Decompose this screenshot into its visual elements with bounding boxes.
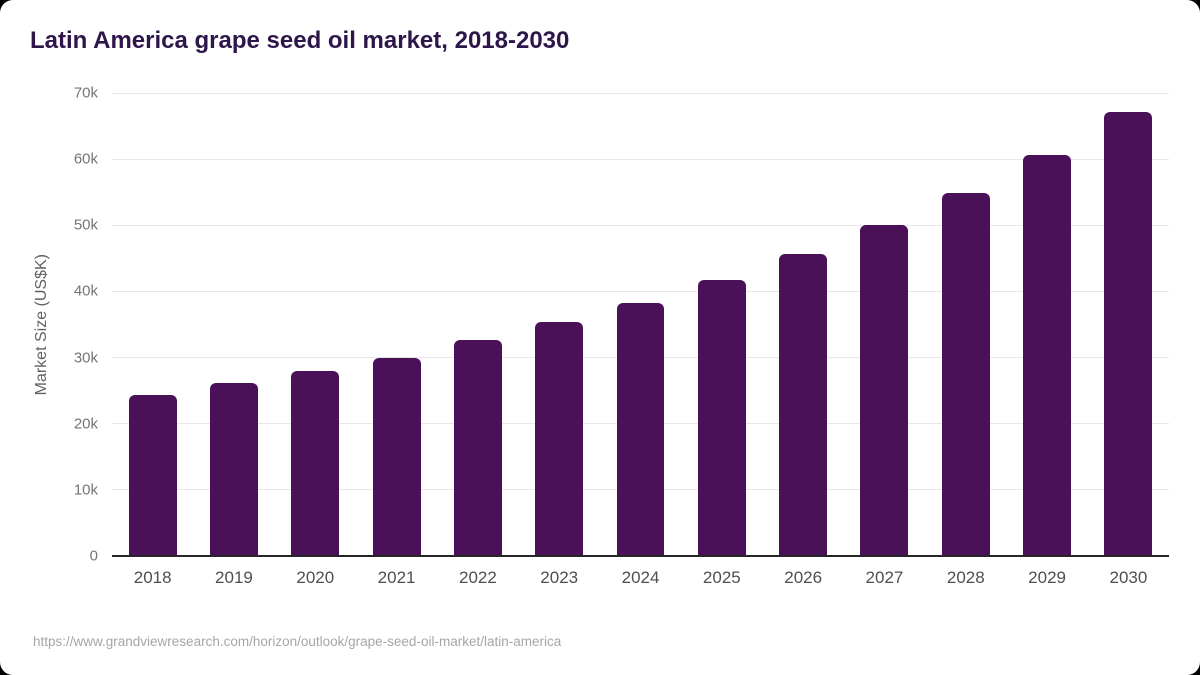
gridline-50k (112, 224, 1169, 226)
y-tick-50k: 50k (73, 216, 98, 234)
y-tick-40k: 40k (73, 282, 98, 300)
gridline-70k (112, 92, 1169, 94)
x-tick-2027: 2027 (865, 568, 904, 587)
x-tick-2028: 2028 (946, 568, 985, 587)
gridline-60k (112, 158, 1169, 160)
x-tick-2020: 2020 (296, 568, 335, 587)
bar-2030[interactable] (1104, 111, 1153, 556)
bar-2022[interactable] (453, 340, 502, 556)
x-tick-2029: 2029 (1028, 568, 1066, 587)
bar-2019[interactable] (209, 382, 258, 556)
y-tick-0: 0 (89, 547, 98, 565)
chart-title: Latin America grape seed oil market, 201… (30, 27, 570, 54)
y-tick-60k: 60k (73, 150, 98, 168)
x-tick-2018: 2018 (133, 568, 172, 587)
y-tick-70k: 70k (73, 84, 98, 102)
bar-2024[interactable] (616, 302, 665, 556)
x-tick-2025: 2025 (702, 568, 741, 587)
y-tick-20k: 20k (73, 415, 98, 433)
x-tick-2026: 2026 (784, 568, 823, 587)
bar-2025[interactable] (697, 280, 746, 556)
source-url: https://www.grandviewresearch.com/horizo… (33, 634, 562, 649)
bar-2029[interactable] (1023, 154, 1072, 556)
bar-2023[interactable] (535, 321, 584, 556)
x-tick-2022: 2022 (458, 568, 497, 587)
gridline-40k (112, 290, 1169, 292)
bar-2026[interactable] (779, 254, 828, 556)
x-tick-2023: 2023 (540, 568, 579, 587)
bar-2021[interactable] (372, 357, 421, 556)
bar-2020[interactable] (291, 371, 340, 556)
x-axis-labels: 2018 2019 2020 2021 2022 2023 2024 2025 2026 2027… (112, 566, 1169, 590)
x-tick-2021: 2021 (377, 568, 416, 587)
x-axis-line (112, 555, 1169, 557)
y-axis-title: Market Size (US$K) (33, 253, 50, 396)
bar-2028[interactable] (941, 192, 990, 556)
y-tick-10k: 10k (73, 481, 98, 499)
x-tick-2024: 2024 (621, 568, 660, 587)
x-tick-2030: 2030 (1109, 568, 1148, 587)
bar-2018[interactable] (128, 395, 177, 556)
bar-2027[interactable] (860, 225, 909, 556)
y-tick-30k: 30k (73, 349, 98, 367)
plot-area: 0 10k 20k 30k 40k 50k 60k 70k (74, 86, 1169, 564)
x-tick-2019: 2019 (215, 568, 253, 587)
